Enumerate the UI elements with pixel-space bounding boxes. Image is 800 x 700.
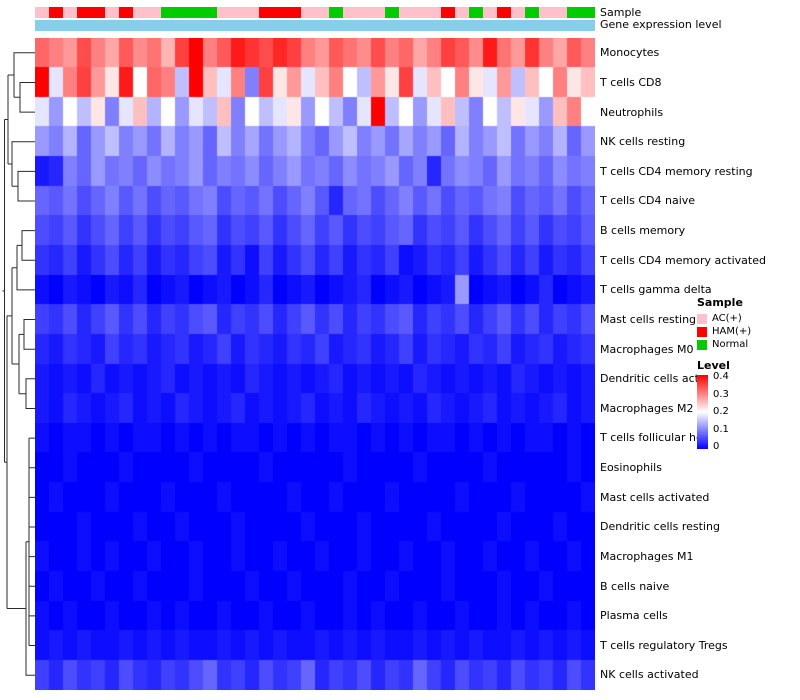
sample-annotation-cell bbox=[245, 7, 259, 18]
sample-annotation-cell bbox=[525, 7, 539, 18]
sample-annotation-cell bbox=[105, 7, 119, 18]
sample-annotation-cell bbox=[483, 7, 497, 18]
row-label: Mast cells resting bbox=[600, 312, 697, 326]
row-label: B cells memory bbox=[600, 224, 686, 238]
level-tick-label: 0.4 bbox=[713, 371, 729, 382]
sample-annotation-cell bbox=[427, 7, 441, 18]
sample-annotation-cell bbox=[35, 7, 49, 18]
sample-annotation-cell bbox=[329, 7, 343, 18]
sample-annotation-cell bbox=[455, 7, 469, 18]
sample-annotation-cell bbox=[315, 7, 329, 18]
legend: Sample AC(+) HAM(+) Normal Level 0.4 0.3 0.2… bbox=[697, 296, 797, 452]
level-tick-label: 0 bbox=[713, 441, 720, 452]
sample-annotation-cell bbox=[147, 7, 161, 18]
legend-level-title: Level bbox=[697, 359, 730, 372]
row-labels: Monocytes T cells CD8 Neutrophils NK cells … bbox=[600, 38, 766, 690]
row-label: Plasma cells bbox=[600, 609, 668, 623]
sample-annotation-cell bbox=[273, 7, 287, 18]
level-gradient-bar bbox=[697, 375, 708, 449]
row-label: T cells CD4 naive bbox=[600, 194, 696, 208]
sample-annotation-cell bbox=[203, 7, 217, 18]
row-label: Mast cells activated bbox=[600, 490, 710, 504]
heatmap-canvas bbox=[35, 38, 595, 690]
level-ticks: 0.4 0.3 0.2 0.1 0 bbox=[713, 372, 729, 452]
sample-annotation-cell bbox=[133, 7, 147, 18]
row-label: T cells CD8 bbox=[600, 75, 662, 89]
sample-annotation-cell bbox=[441, 7, 455, 18]
legend-sample-entries: AC(+) HAM(+) Normal bbox=[697, 312, 797, 351]
row-label: Eosinophils bbox=[600, 461, 662, 475]
sample-annotation-cell bbox=[217, 7, 231, 18]
row-label: Dendritic cells resting bbox=[600, 520, 720, 534]
sample-annotation-cell bbox=[287, 7, 301, 18]
sample-annotation-cell bbox=[567, 7, 581, 18]
row-label: Macrophages M0 bbox=[600, 342, 694, 356]
sample-annotation-cell bbox=[91, 7, 105, 18]
sample-annotation-label: Sample bbox=[600, 6, 642, 19]
row-label: NK cells resting bbox=[600, 135, 686, 149]
row-label: Neutrophils bbox=[600, 105, 664, 119]
sample-annotation-cell bbox=[413, 7, 427, 18]
sample-annotation-cell bbox=[553, 7, 567, 18]
sample-annotation-cell bbox=[511, 7, 525, 18]
sample-annotation-cell bbox=[161, 7, 175, 18]
sample-annotation-bar bbox=[35, 7, 595, 18]
sample-annotation-cell bbox=[343, 7, 357, 18]
expression-annotation-label: Gene expression level bbox=[600, 18, 722, 31]
legend-swatch bbox=[697, 313, 707, 324]
row-label: NK cells activated bbox=[600, 668, 699, 682]
sample-annotation-cell bbox=[49, 7, 63, 18]
legend-level: 0.4 0.3 0.2 0.1 0 bbox=[697, 372, 797, 452]
legend-entry-ac: AC(+) bbox=[697, 312, 797, 325]
sample-annotation-cell bbox=[189, 7, 203, 18]
row-label: T cells regulatory Tregs bbox=[600, 638, 728, 652]
sample-annotation-cell bbox=[175, 7, 189, 18]
level-tick-label: 0.1 bbox=[713, 423, 729, 435]
legend-swatch bbox=[697, 339, 707, 350]
sample-annotation-cell bbox=[77, 7, 91, 18]
sample-annotation-cell bbox=[357, 7, 371, 18]
sample-annotation-cell bbox=[497, 7, 511, 18]
row-dendrogram bbox=[2, 52, 35, 676]
row-label: Macrophages M2 bbox=[600, 401, 694, 415]
row-label: Macrophages M1 bbox=[600, 549, 694, 563]
sample-annotation-cell bbox=[385, 7, 399, 18]
sample-annotation-cell bbox=[399, 7, 413, 18]
legend-sample-title: Sample bbox=[697, 296, 743, 309]
legend-entry-normal: Normal bbox=[697, 338, 797, 351]
legend-swatch bbox=[697, 326, 707, 337]
legend-entry-label: AC(+) bbox=[712, 313, 742, 324]
sample-annotation-cell bbox=[539, 7, 553, 18]
sample-annotation-cell bbox=[63, 7, 77, 18]
row-label: Monocytes bbox=[600, 46, 660, 60]
legend-entry-label: Normal bbox=[712, 339, 749, 350]
expression-annotation-bar bbox=[35, 20, 595, 31]
row-label: T cells follicular helper bbox=[600, 431, 725, 445]
row-label: T cells gamma delta bbox=[600, 283, 712, 297]
sample-annotation-cell bbox=[259, 7, 273, 18]
legend-entry-label: HAM(+) bbox=[712, 326, 752, 337]
sample-annotation-cell bbox=[581, 7, 595, 18]
row-label: T cells CD4 memory activated bbox=[600, 253, 766, 267]
row-label: B cells naive bbox=[600, 579, 670, 593]
level-tick-label: 0.3 bbox=[713, 388, 729, 400]
sample-annotation-cell bbox=[469, 7, 483, 18]
level-tick-label: 0.2 bbox=[713, 406, 729, 417]
sample-annotation-cell bbox=[301, 7, 315, 18]
legend-entry-ham: HAM(+) bbox=[697, 325, 797, 338]
sample-annotation-cell bbox=[231, 7, 245, 18]
row-label: T cells CD4 memory resting bbox=[600, 164, 753, 178]
sample-annotation-cell bbox=[119, 7, 133, 18]
sample-annotation-cell bbox=[371, 7, 385, 18]
